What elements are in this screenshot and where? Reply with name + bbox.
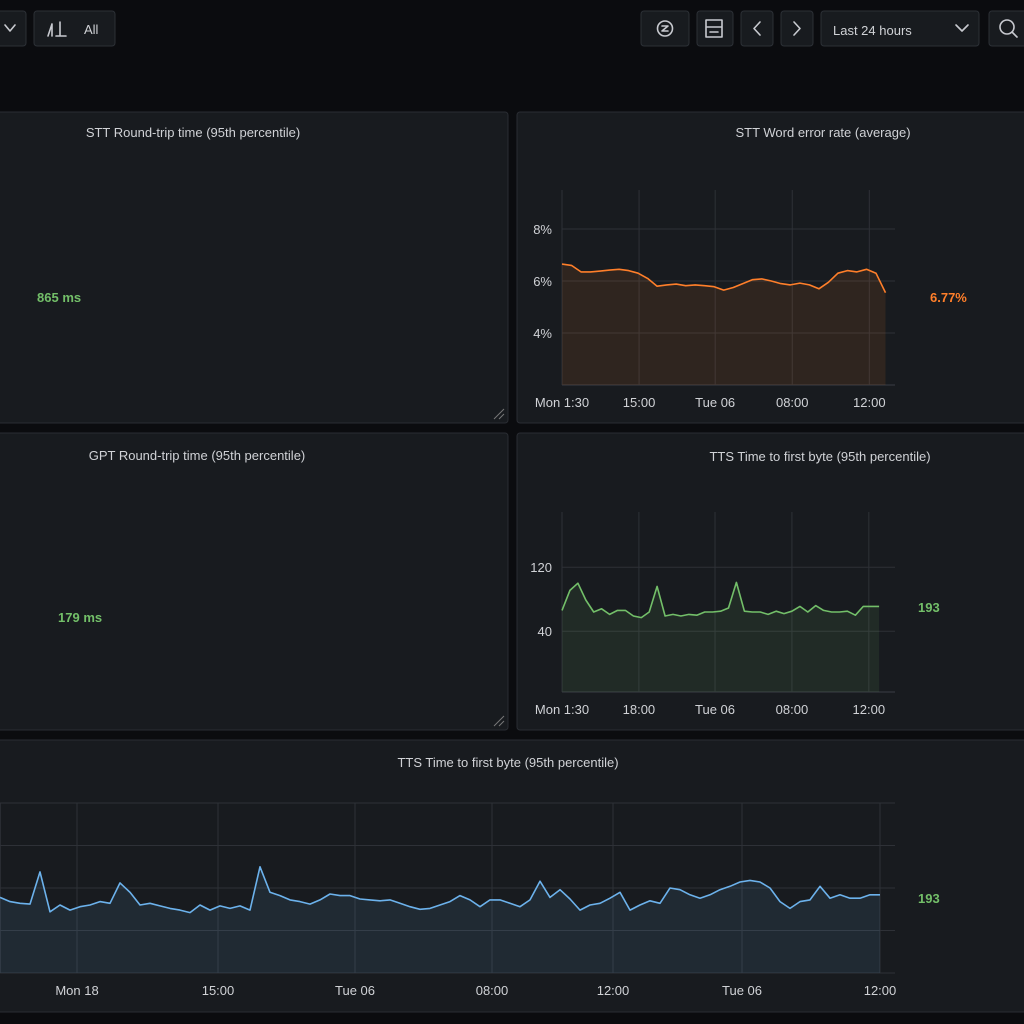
- stat-number: 865: [37, 290, 59, 305]
- x-tick-label: 12:00: [864, 983, 897, 998]
- share-icon: [705, 19, 723, 38]
- resize-handle: [493, 408, 505, 420]
- stat-value: 6.77%: [930, 290, 967, 305]
- series-area: [0, 866, 880, 973]
- stat-unit: ms: [62, 290, 81, 305]
- panel-title: TTS Time to first byte (95th percentile): [397, 755, 618, 770]
- x-tick-label: Mon 1:30: [535, 702, 589, 717]
- filter-label: All: [84, 22, 99, 37]
- x-tick-label: Tue 06: [695, 702, 735, 717]
- chevron-icon: [4, 24, 16, 32]
- time-range-chevron: [955, 24, 969, 32]
- time-range-label: Last 24 hours: [833, 23, 912, 38]
- x-tick-label: 08:00: [776, 702, 809, 717]
- x-tick-label: 18:00: [623, 702, 656, 717]
- x-tick-label: Mon 18: [55, 983, 98, 998]
- stat-value: 193: [918, 600, 940, 615]
- stat-value: 193: [918, 891, 940, 906]
- zoom-icon-detail: [661, 25, 669, 32]
- series-line: [561, 581, 880, 619]
- y-tick-label: 120: [530, 560, 552, 575]
- resize-handle: [493, 715, 505, 727]
- panel-title: STT Word error rate (average): [735, 125, 910, 140]
- forward-button[interactable]: [780, 10, 814, 47]
- stat-value: 179 ms: [58, 610, 102, 625]
- y-tick-label: 6%: [533, 274, 552, 289]
- x-tick-label: Tue 06: [335, 983, 375, 998]
- stat-number: 179: [58, 610, 80, 625]
- forward-icon: [793, 21, 801, 36]
- panel-title: TTS Time to first byte (95th percentile): [709, 449, 930, 464]
- search-button[interactable]: [988, 10, 1024, 47]
- y-tick-label: 8%: [533, 222, 552, 237]
- zoom-icon: [656, 20, 674, 37]
- panel: [516, 111, 1024, 424]
- panel-title: GPT Round-trip time (95th percentile): [89, 448, 306, 463]
- x-tick-label: 08:00: [776, 395, 809, 410]
- x-tick-label: Tue 06: [695, 395, 735, 410]
- x-tick-label: Mon 1:30: [535, 395, 589, 410]
- share-button[interactable]: [696, 10, 734, 47]
- filter-icon: [47, 21, 67, 37]
- panel: [0, 739, 1024, 1013]
- search-icon: [999, 19, 1015, 35]
- panel-title: STT Round-trip time (95th percentile): [86, 125, 300, 140]
- back-button[interactable]: [740, 10, 774, 47]
- stat-unit: ms: [83, 610, 102, 625]
- y-tick-label: 4%: [533, 326, 552, 341]
- series-line: [561, 263, 887, 294]
- back-icon: [753, 21, 761, 36]
- x-tick-label: Tue 06: [722, 983, 762, 998]
- series-area: [562, 582, 880, 692]
- panel: [0, 432, 509, 731]
- x-tick-label: 12:00: [853, 702, 886, 717]
- series-line: [0, 866, 880, 914]
- stat-value: 865 ms: [37, 290, 81, 305]
- x-tick-label: 15:00: [623, 395, 656, 410]
- x-tick-label: 15:00: [202, 983, 235, 998]
- filter-button[interactable]: [33, 10, 116, 47]
- y-tick-label: 40: [538, 624, 552, 639]
- panel: [516, 432, 1024, 731]
- x-tick-label: 08:00: [476, 983, 509, 998]
- x-tick-label: 12:00: [853, 395, 886, 410]
- toolbar: All Last 24 hours: [0, 10, 1024, 47]
- x-tick-label: 12:00: [597, 983, 630, 998]
- time-range-picker[interactable]: [820, 10, 980, 47]
- series-area: [562, 264, 886, 385]
- panel: [0, 111, 509, 424]
- search-icon-handle: [1011, 31, 1018, 38]
